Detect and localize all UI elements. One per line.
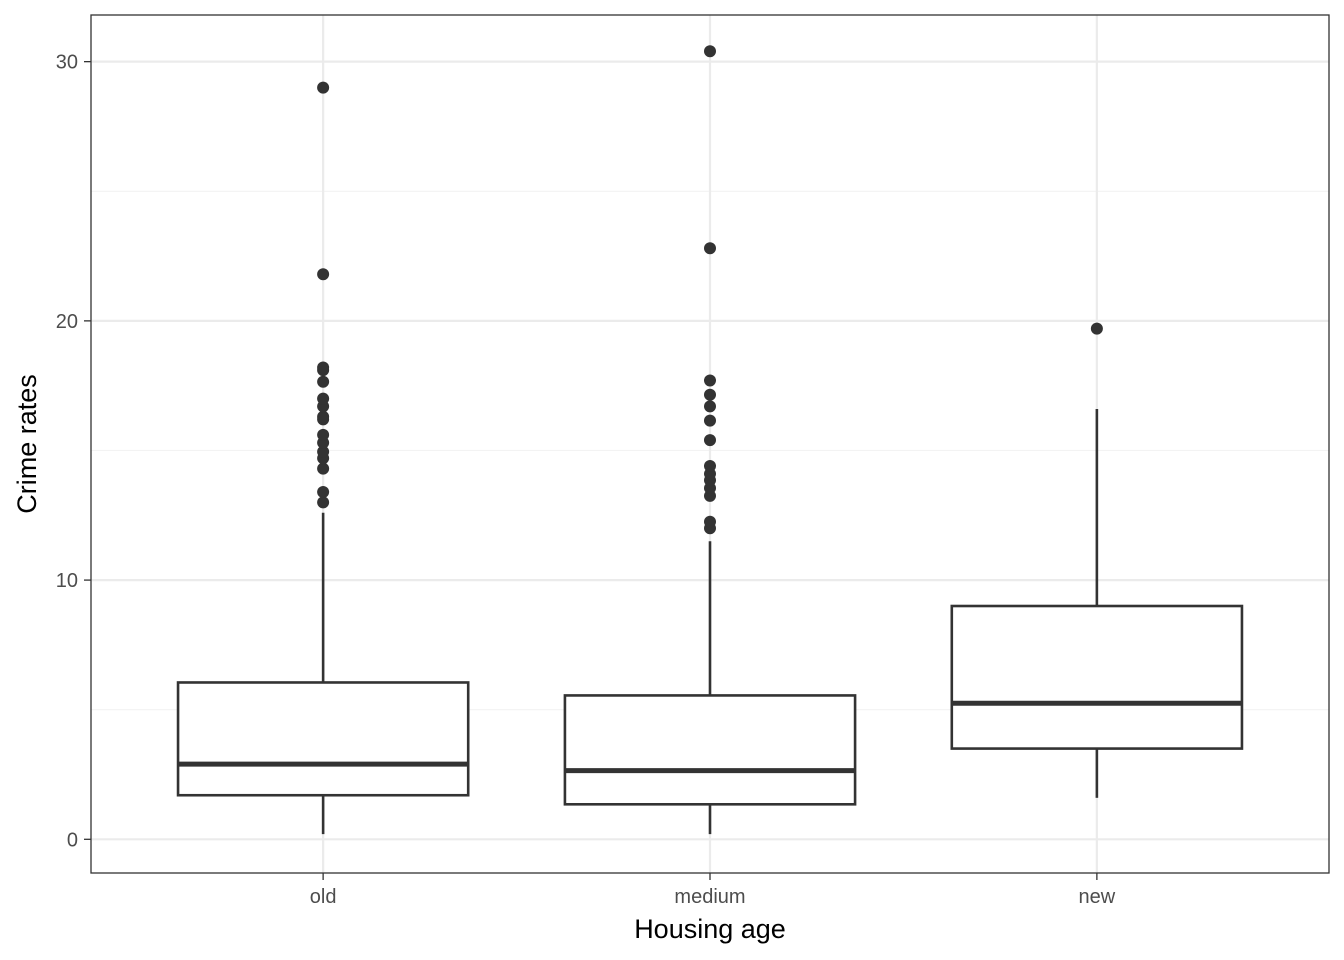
- outlier-point: [704, 242, 716, 255]
- box-layer: [176, 45, 1244, 835]
- outlier-point: [704, 414, 716, 427]
- outlier-point: [317, 428, 330, 441]
- outlier-point: [704, 388, 716, 401]
- x-tick-label: medium: [674, 886, 745, 908]
- box-iqr: [563, 694, 857, 806]
- y-tick-label: 30: [56, 52, 78, 74]
- y-axis-title: Crime rates: [12, 374, 42, 514]
- outlier-point: [704, 400, 716, 413]
- outlier-point: [317, 81, 330, 94]
- box-iqr: [950, 604, 1244, 750]
- outlier-point: [317, 485, 330, 498]
- outlier-point: [704, 45, 716, 58]
- outlier-point: [704, 460, 716, 473]
- outlier-point: [317, 361, 330, 374]
- outlier-point: [317, 375, 330, 388]
- outlier-point: [317, 445, 330, 458]
- outlier-point: [704, 434, 716, 447]
- box-group-old: [176, 81, 470, 835]
- y-tick-label: 0: [67, 829, 78, 851]
- y-tick-label: 20: [56, 311, 78, 333]
- outlier-point: [317, 496, 330, 509]
- box-group-medium: [563, 45, 857, 835]
- outlier-point: [704, 374, 716, 387]
- x-tick-label: new: [1079, 886, 1116, 908]
- outlier-point: [317, 410, 330, 423]
- outlier-point: [317, 268, 330, 281]
- outlier-point: [317, 392, 330, 405]
- box-iqr: [176, 681, 470, 797]
- y-tick-label: 10: [56, 570, 78, 592]
- box-group-new: [950, 322, 1244, 798]
- tick-layer: 0 10 20 30 old medium new: [56, 52, 1116, 908]
- outlier-point: [1090, 322, 1103, 335]
- x-tick-label: old: [310, 886, 337, 908]
- outlier-point: [704, 515, 716, 528]
- outlier-point: [317, 462, 330, 475]
- x-axis-title: Housing age: [634, 914, 786, 944]
